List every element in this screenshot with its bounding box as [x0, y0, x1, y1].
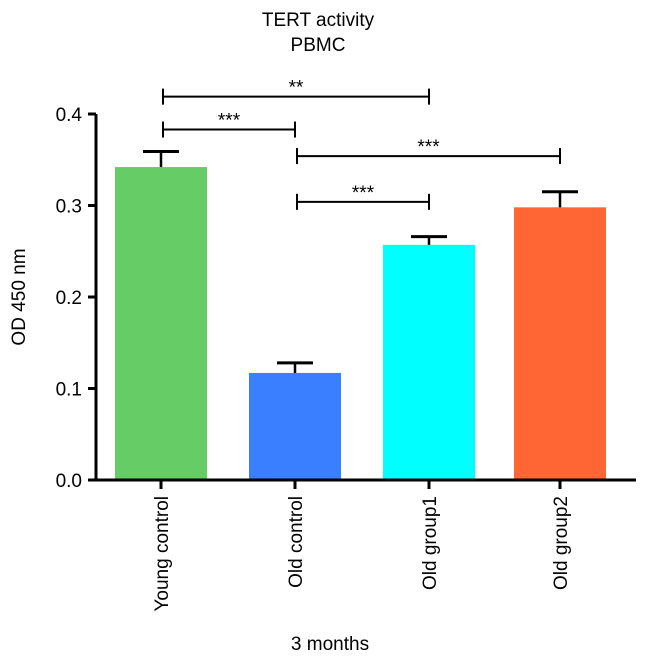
bar-2	[383, 244, 475, 480]
sig-label-1: ***	[218, 111, 241, 132]
y-tick-label-1: 0.1	[56, 380, 82, 401]
bar-3	[514, 207, 606, 480]
y-tick-label-3: 0.3	[56, 197, 82, 218]
y-tick-label-4: 0.4	[56, 105, 83, 126]
bar-1	[249, 372, 341, 480]
sig-label-2: ***	[417, 137, 440, 158]
bar-0	[115, 167, 207, 480]
sig-label-3: ***	[352, 183, 375, 204]
x-category-label-1: Old control	[286, 496, 307, 588]
y-tick-label-2: 0.2	[56, 288, 82, 309]
sig-label-0: **	[289, 78, 304, 99]
x-category-label-3: Old group2	[551, 496, 572, 590]
plot-area: 0.0 0.1 0.2 0.3 0.4 Young control Old control O…	[56, 78, 636, 612]
x-axis-label: 3 months	[291, 634, 369, 655]
y-tick-label-0: 0.0	[56, 471, 82, 492]
x-category-label-0: Young control	[152, 496, 173, 612]
y-axis-label: OD 450 nm	[9, 248, 30, 345]
chart-subtitle: PBMC	[291, 35, 346, 56]
chart-title: TERT activity	[262, 10, 375, 31]
x-category-label-2: Old group1	[420, 496, 441, 590]
